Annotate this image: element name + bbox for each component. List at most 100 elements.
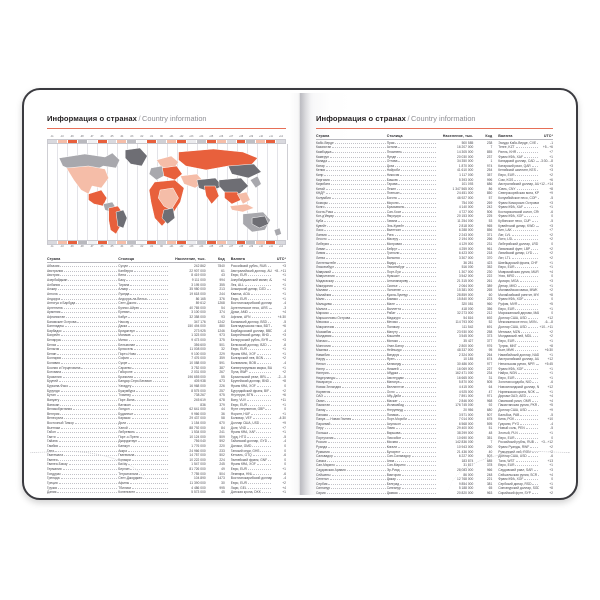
table-row: Буркина-Фасо Уагадугу 16 968 000 226 Франк К… <box>47 384 286 389</box>
cell-population: 21 436 000 <box>457 449 474 454</box>
cell-currency: Доллар США, USD <box>495 325 539 330</box>
col-population-right: Население, тыс. <box>442 133 474 138</box>
cell-currency: Маврикийская рупия, MUR <box>498 269 539 274</box>
cell-code: 224 <box>219 457 225 462</box>
table-row: Науру Ярен 10 185 674 Австралийский доллар, … <box>316 357 553 362</box>
cell-population: 20 030 000 <box>457 154 474 159</box>
cell-population: 16 968 000 <box>189 384 206 389</box>
cell-country: Оман <box>316 399 387 404</box>
cell-code: 686 <box>486 182 493 187</box>
cell-country: Кения <box>316 168 387 173</box>
cell-utc: +12 <box>547 315 553 320</box>
cell-code: 387 <box>219 365 225 370</box>
tz-cell <box>236 241 247 245</box>
cell-utc: -6 <box>283 453 286 458</box>
cell-population: 6 568 000 <box>458 421 474 426</box>
cell-utc: +12 <box>547 384 553 389</box>
table-row: Бахрейн Манама 1 323 000 973 Бахрейнский дин… <box>47 333 286 338</box>
cell-country: Малайзия <box>316 293 387 298</box>
cell-currency: Эскудо Кабо-Верде, CVE <box>495 141 539 146</box>
cell-capital: Ямусукро <box>387 214 437 219</box>
table-row: Намибия Виндхук 2 324 000 264 Намибийский до… <box>316 353 553 358</box>
cell-utc: -6 <box>283 471 286 476</box>
cell-country: Нигер <box>316 367 387 372</box>
tz-label: +05 <box>209 134 214 138</box>
table-row: Бруней Бандар-Сери-Бегаван 405 938 673 Бруне… <box>47 379 286 384</box>
cell-currency: Евро, EUR <box>495 436 539 441</box>
table-row: Парагвай Асунсьон 6 568 000 595 Гуарани, PYG… <box>316 422 553 427</box>
cell-utc: +1 <box>282 402 286 407</box>
table-row: Антигуа и Барбуда Сент-Джонс 89 612 1268 Вос… <box>47 301 286 306</box>
cell-utc: +1 <box>549 375 553 380</box>
cell-code: 245 <box>219 462 225 467</box>
cell-population: 1 347 565 000 <box>452 186 474 191</box>
cell-country: Аргентина <box>47 306 118 311</box>
cell-currency: Мексиканское песо, MXN <box>498 320 539 325</box>
cell-country: Лесото <box>316 237 387 242</box>
cell-capital: Мале <box>387 302 437 307</box>
cell-code: 377 <box>486 338 493 343</box>
cell-code: 61 <box>221 268 225 273</box>
cell-country: Канада <box>316 159 387 164</box>
table-row: Вьетнам Ханой 88 792 000 84 Донг, VND +7 <box>47 426 286 431</box>
table-row: Китай Пекин 1 347 565 000 86 Юань, CNY +8 <box>316 187 553 192</box>
table-row: Нидерланды Амстердам 16 665 000 31 Евро, EUR… <box>316 376 553 381</box>
cell-population: 500 585 <box>461 140 474 145</box>
cell-code: 359 <box>219 356 225 361</box>
cell-capital: Либревиль <box>118 430 169 435</box>
cell-code: 226 <box>219 384 225 389</box>
table-row: Мали Бамако 15 840 000 223 Франк КФА, XOF 0 <box>316 297 553 302</box>
cell-population: 23 930 000 <box>457 329 474 334</box>
table-row: Киргизия Бишкек 5 393 000 996 Сом, KGS +6 <box>316 178 553 183</box>
table-row: Сейшелы Виктория 86 000 248 Сейшельская рупи… <box>316 473 553 478</box>
cell-currency: Лек, ALL <box>228 283 272 288</box>
cell-country: Мали <box>316 297 387 302</box>
tz-label: 00 <box>160 245 163 249</box>
cell-currency: Даласи, GMD <box>228 444 272 449</box>
country-table-right: Страна Столица Население, тыс. Код Валют… <box>316 133 553 495</box>
tz-cell <box>266 140 277 144</box>
right-page: Информация о странах / Country information… <box>300 93 573 495</box>
cell-code: 84 <box>221 425 225 430</box>
cell-country: Ватикан <box>47 403 118 408</box>
cell-currency: Вату, VUV <box>228 398 272 403</box>
cell-code: 965 <box>486 223 493 228</box>
tz-label: -04 <box>119 134 124 138</box>
cell-country: Бурунди <box>47 389 118 394</box>
cell-code: 501 <box>219 342 225 347</box>
table-row: Австрия Вена 8 419 000 43 Евро, EUR +1 <box>47 273 286 278</box>
table-row: Канада Оттава 34 350 000 1 Канадский доллар,… <box>316 159 553 164</box>
cell-capital: Асунсьон <box>387 422 437 427</box>
cell-utc: +8...+11 <box>274 268 286 273</box>
cell-country: Венгрия <box>47 412 118 417</box>
cell-capital: Сент-Джонс <box>118 301 169 306</box>
cell-population: 46 927 000 <box>457 196 474 200</box>
tz-cell <box>117 241 128 245</box>
cell-capital: Лилонгве <box>387 288 437 293</box>
cell-utc: +2 <box>282 480 286 485</box>
tz-cell <box>196 140 207 144</box>
cell-currency: Боливиано, BOB <box>228 361 272 366</box>
cell-code: 379 <box>219 402 225 407</box>
cell-utc: +2 <box>549 246 553 251</box>
tz-cell <box>48 241 58 245</box>
cell-utc: +8 <box>549 486 553 491</box>
tz-label: -05 <box>109 134 114 138</box>
table-row: КНДР Пхеньян 24 451 000 850 Северокорейская … <box>316 191 553 196</box>
cell-code: 225 <box>486 214 493 219</box>
cell-population: 16 207 000 <box>457 145 474 150</box>
cell-country: Коморы <box>316 201 387 206</box>
cell-country: Китай <box>316 187 387 192</box>
tz-label: +04 <box>199 134 204 138</box>
cell-population: 7 755 000 <box>191 471 206 476</box>
page-title-en: Country information <box>142 114 207 123</box>
cell-utc: +7 <box>282 425 286 430</box>
cell-utc: +2 <box>549 444 553 449</box>
cell-currency: Кина, PGK <box>495 417 539 422</box>
cell-code: 48 <box>488 431 493 436</box>
cell-capital: Луанда <box>118 292 169 297</box>
cell-code: 975 <box>219 393 225 398</box>
cell-capital: Куала-Лумпур <box>387 293 437 298</box>
tz-cell <box>87 241 98 245</box>
cell-utc: +13 <box>547 458 553 463</box>
